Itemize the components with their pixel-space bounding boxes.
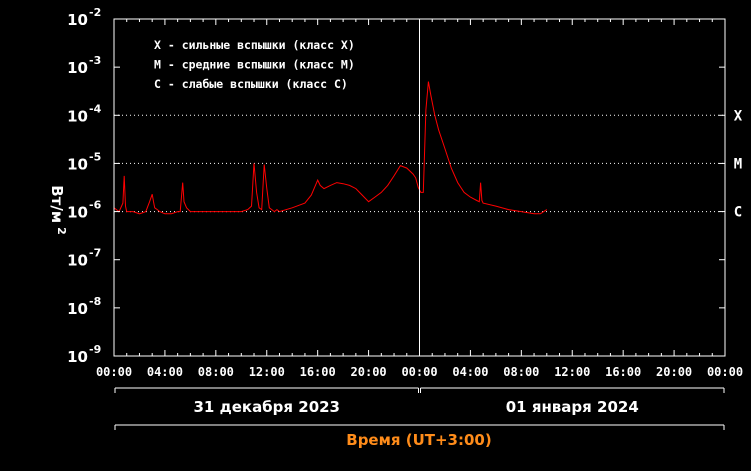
x-tick-labels: 00:00 04:00 08:00 12:00 16:00 20:00 00:00 04:00… (96, 365, 743, 379)
y-tick-exponent: -8 (89, 295, 101, 308)
x-tick-label: 20:00 (656, 365, 692, 379)
y-tick-exponent: -7 (89, 247, 101, 260)
y-tick-label: 10 (67, 204, 88, 222)
class-label-M: M (734, 156, 742, 172)
plot-frame (113, 18, 726, 357)
class-label-X: X (734, 108, 743, 124)
day-bands: 31 декабря 2023 01 января 2024 (114, 387, 725, 430)
y-tick-label: 10 (67, 11, 88, 29)
y-tick-label: 10 (67, 252, 88, 270)
y-tick-label: 10 (67, 300, 88, 318)
y-tick-labels: 10-210-310-410-510-610-710-810-9 (67, 6, 101, 366)
y-tick-exponent: -4 (89, 102, 102, 115)
legend-entry: X - сильные вспышки (класс X) (154, 38, 355, 52)
y-axis-title: Вт/м 2 (48, 185, 68, 235)
x-tick-label: 08:00 (198, 365, 234, 379)
day-label: 01 января 2024 (506, 398, 639, 416)
y-tick-exponent: -2 (89, 6, 101, 19)
x-tick-label: 12:00 (249, 365, 285, 379)
x-tick-label: 04:00 (452, 365, 488, 379)
series-line-0 (113, 81, 548, 215)
y-tick-label: 10 (67, 155, 88, 173)
day-label: 31 декабря 2023 (194, 398, 341, 416)
legend-entry: C - слабые вспышки (класс C) (154, 77, 348, 91)
class-level-labels: X M C (734, 108, 743, 220)
y-tick-label: 10 (67, 348, 88, 366)
x-tick-label: 00:00 (96, 365, 132, 379)
series-layer (113, 81, 548, 215)
y-tick-exponent: -3 (89, 54, 101, 67)
x-tick-label: 12:00 (554, 365, 590, 379)
y-tick-label: 10 (67, 59, 88, 77)
x-tick-label: 20:00 (351, 365, 387, 379)
x-axis-title: Время (UT+3:00) (346, 431, 491, 449)
y-tick-exponent: -5 (89, 150, 101, 163)
x-tick-label: 04:00 (147, 365, 183, 379)
y-axis-unit-exponent: 2 (55, 227, 68, 235)
x-tick-label: 00:00 (401, 365, 437, 379)
y-tick-label: 10 (67, 107, 88, 125)
y-tick-exponent: -9 (89, 343, 101, 356)
y-tick-exponent: -6 (89, 199, 102, 212)
legend: X - сильные вспышки (класс X) M - средние… (154, 38, 355, 91)
x-tick-label: 08:00 (503, 365, 539, 379)
legend-entry: M - средние вспышки (класс M) (154, 58, 355, 72)
x-tick-label: 16:00 (300, 365, 336, 379)
x-tick-label: 00:00 (707, 365, 743, 379)
y-axis-unit: Вт/м (48, 185, 66, 223)
class-label-C: C (734, 205, 742, 221)
x-tick-label: 16:00 (605, 365, 641, 379)
